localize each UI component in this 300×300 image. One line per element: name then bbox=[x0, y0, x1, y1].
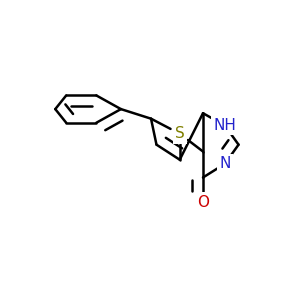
Text: O: O bbox=[197, 195, 209, 210]
Text: N: N bbox=[219, 156, 231, 171]
Text: NH: NH bbox=[213, 118, 236, 133]
Text: S: S bbox=[175, 126, 184, 141]
